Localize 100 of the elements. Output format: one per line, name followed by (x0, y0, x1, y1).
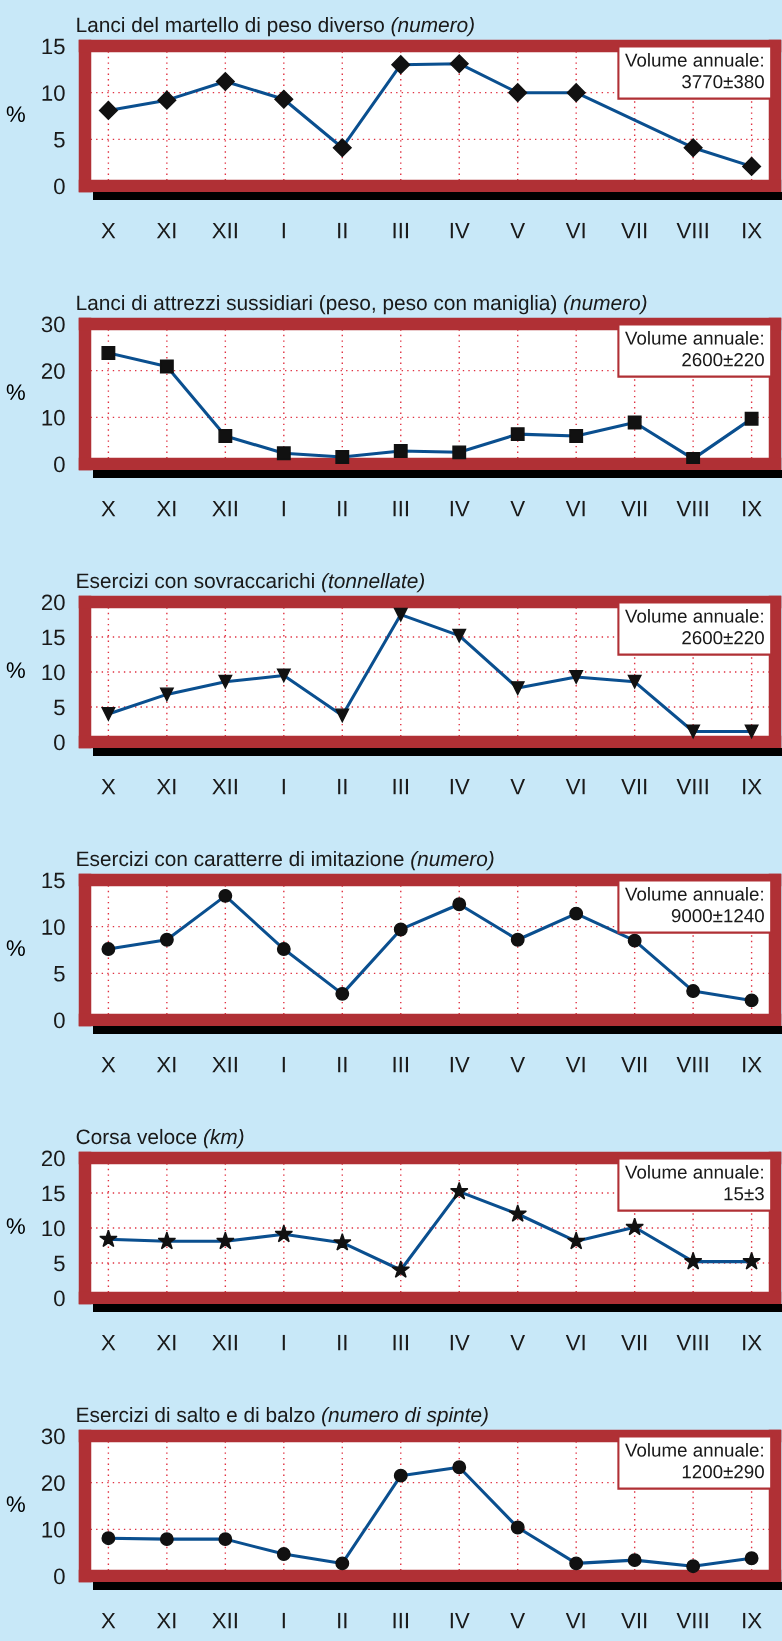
x-tick-label: VII (621, 1334, 647, 1351)
y-axis-title: % (6, 662, 25, 678)
y-tick-label: 10 (42, 1521, 65, 1538)
annotation: Volume annuale: 15±3 (625, 1165, 764, 1201)
x-tick-label: XI (156, 1612, 176, 1629)
x-tick-label: IV (450, 500, 470, 517)
x-tick-label: VIII (676, 1056, 708, 1073)
y-tick-label: 0 (54, 1568, 65, 1585)
x-tick-label: X (101, 1056, 116, 1073)
x-tick-label: III (393, 222, 408, 239)
x-tick-label: III (393, 500, 408, 517)
y-tick-label: 0 (54, 1290, 65, 1307)
x-tick-label: IV (450, 1056, 470, 1073)
annotation: Volume annuale: 9000±1240 (625, 887, 764, 923)
x-tick-label: IX (743, 1056, 762, 1073)
x-tick-label: X (101, 500, 116, 517)
x-tick-label: V (510, 778, 526, 795)
x-tick-label: XII (212, 778, 237, 795)
y-tick-label: 20 (41, 363, 65, 379)
x-tick-label: IX (743, 1612, 762, 1629)
x-tick-label: XII (212, 222, 237, 239)
x-tick-label: IX (743, 1334, 762, 1351)
x-tick-label: I (282, 1612, 285, 1629)
x-tick-label: V (510, 1056, 526, 1073)
x-tick-label: IV (450, 1612, 470, 1629)
y-tick-label: 5 (54, 699, 65, 716)
x-tick-label: XI (156, 778, 176, 795)
chart-subtitle: (numero) (411, 850, 494, 871)
annotation: Volume annuale: 2600±220 (625, 609, 764, 645)
y-axis-title: % (6, 1218, 25, 1234)
x-tick-label: II (338, 778, 347, 795)
x-tick-label: VIII (676, 222, 708, 239)
y-tick-label: 5 (54, 1255, 65, 1272)
y-axis-title: % (6, 106, 25, 122)
x-tick-label: VI (565, 500, 585, 517)
annotation: Volume annuale: 3770±380 (625, 53, 764, 89)
y-axis-title: % (6, 384, 25, 400)
y-tick-label: 15 (42, 629, 65, 646)
x-tick-label: I (282, 222, 285, 239)
chart-subtitle: (tonnellate) (322, 572, 425, 593)
x-tick-label: VI (565, 1056, 585, 1073)
x-tick-label: VI (565, 1612, 585, 1629)
chart-subtitle: (km) (203, 1128, 244, 1149)
x-tick-label: XI (156, 1056, 176, 1073)
annotation: Volume annuale: 1200±290 (625, 1443, 764, 1479)
x-tick-label: III (393, 1334, 408, 1351)
y-axis-title: % (6, 1496, 25, 1512)
x-tick-label: III (393, 1612, 408, 1629)
x-tick-label: XII (212, 1334, 237, 1351)
y-tick-label: 30 (41, 1428, 65, 1445)
x-tick-label: VIII (676, 778, 708, 795)
x-tick-label: IV (450, 222, 470, 239)
x-tick-label: II (338, 500, 347, 517)
x-tick-label: VI (565, 1334, 585, 1351)
chart-title: Lanci del martello di peso diverso (77, 16, 384, 37)
x-tick-label: XI (156, 1334, 176, 1351)
x-tick-label: II (338, 1334, 347, 1351)
y-tick-label: 0 (54, 734, 65, 751)
x-tick-label: III (393, 778, 408, 795)
x-tick-label: XII (212, 1056, 237, 1073)
chart-subtitle: (numero di spinte) (322, 1406, 488, 1427)
chart-title: Esercizi con sovraccarichi (77, 572, 314, 589)
x-tick-label: II (338, 222, 347, 239)
x-tick-label: XII (212, 500, 237, 517)
y-axis-title: % (6, 940, 25, 956)
y-tick-label: 10 (42, 409, 65, 426)
x-tick-label: X (101, 1334, 116, 1351)
x-tick-label: III (393, 1056, 408, 1073)
y-tick-label: 20 (41, 1475, 65, 1491)
y-tick-label: 15 (42, 872, 65, 889)
chart-title: Esercizi di salto e di balzo (77, 1406, 315, 1423)
x-tick-label: II (338, 1056, 347, 1073)
x-tick-label: IX (743, 222, 762, 239)
x-tick-label: VI (565, 778, 585, 795)
x-tick-label: IV (450, 1334, 470, 1351)
x-tick-label: VII (621, 1612, 647, 1629)
chart-title: Esercizi con caratterre di imitazione (77, 850, 404, 867)
chart-title: Corsa veloce (76, 1128, 197, 1145)
x-tick-label: II (338, 1612, 347, 1629)
x-tick-label: IV (450, 778, 470, 795)
y-tick-label: 10 (42, 85, 65, 101)
x-tick-label: XI (156, 500, 176, 517)
annotation: Volume annuale: 2600±220 (625, 331, 764, 367)
x-tick-label: V (510, 1612, 526, 1629)
y-tick-label: 10 (42, 1220, 65, 1237)
y-tick-label: 10 (42, 919, 65, 935)
x-tick-label: V (510, 222, 526, 239)
chart-subtitle: (numero) (564, 294, 647, 315)
x-tick-label: I (282, 1334, 285, 1351)
x-tick-label: XI (156, 222, 176, 239)
x-tick-label: XII (212, 1612, 237, 1629)
y-tick-label: 15 (42, 38, 65, 55)
x-tick-label: VII (621, 222, 647, 239)
chart-title: Lanci di attrezzi sussidiari (peso, peso con maniglia) (77, 294, 557, 315)
x-tick-label: I (282, 778, 285, 795)
x-tick-label: IX (743, 778, 762, 795)
x-tick-label: X (101, 222, 116, 239)
x-tick-label: VII (621, 500, 647, 517)
y-tick-label: 0 (54, 178, 65, 195)
y-tick-label: 20 (41, 594, 65, 611)
